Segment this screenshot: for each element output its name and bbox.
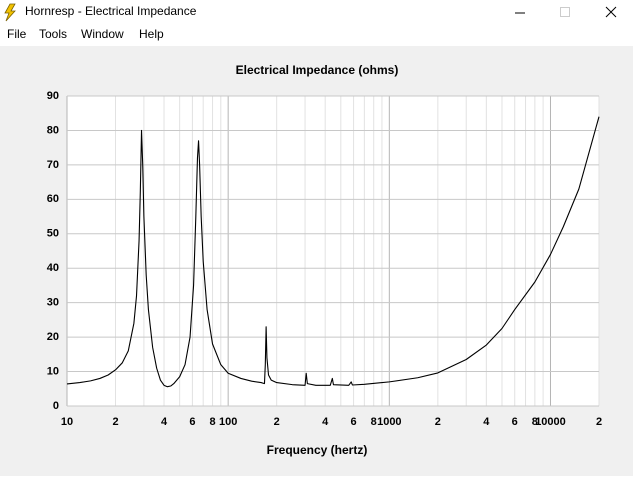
close-button[interactable] — [605, 6, 617, 18]
title-and-menu-bar — [0, 0, 633, 46]
menu-item[interactable]: Window — [81, 27, 124, 41]
menu-item[interactable]: Help — [139, 27, 164, 41]
window-title: Hornresp - Electrical Impedance — [25, 4, 197, 18]
y-tick-label: 30 — [47, 297, 59, 309]
x-tick-label: 6 — [189, 416, 195, 428]
impedance-line — [66, 116, 600, 388]
x-tick-label: 6 — [512, 416, 518, 428]
chart-title: Electrical Impedance (ohms) — [236, 63, 399, 77]
maximize-button[interactable] — [560, 7, 570, 17]
menu-item[interactable]: Tools — [39, 27, 67, 41]
y-tick-label: 60 — [47, 193, 59, 205]
x-tick-label: 10 — [61, 416, 73, 428]
x-tick-label: 4 — [322, 416, 329, 428]
y-tick-label: 0 — [53, 400, 59, 412]
x-tick-label: 2 — [596, 416, 602, 428]
x-tick-label: 8 — [371, 416, 377, 428]
plot-area — [67, 96, 599, 406]
x-tick-label: 10000 — [535, 416, 566, 428]
y-tick-label: 90 — [47, 90, 59, 102]
x-tick-label: 100 — [219, 416, 237, 428]
x-tick-label: 4 — [161, 416, 168, 428]
x-tick-label: 4 — [483, 416, 490, 428]
x-tick-label: 2 — [274, 416, 280, 428]
y-tick-label: 40 — [47, 262, 59, 274]
y-tick-label: 80 — [47, 124, 59, 136]
menu-item[interactable]: File — [7, 27, 27, 41]
x-tick-label: 1000 — [377, 416, 401, 428]
y-tick-label: 70 — [47, 159, 59, 171]
y-tick-label: 50 — [47, 228, 59, 240]
y-tick-label: 10 — [47, 365, 59, 377]
x-tick-label: 8 — [209, 416, 215, 428]
x-tick-label: 2 — [435, 416, 441, 428]
x-tick-label: 6 — [351, 416, 357, 428]
y-tick-label: 20 — [47, 331, 59, 343]
x-axis-label: Frequency (hertz) — [267, 443, 368, 457]
x-tick-label: 8 — [532, 416, 538, 428]
app-icon — [4, 3, 16, 22]
x-tick-label: 2 — [112, 416, 118, 428]
